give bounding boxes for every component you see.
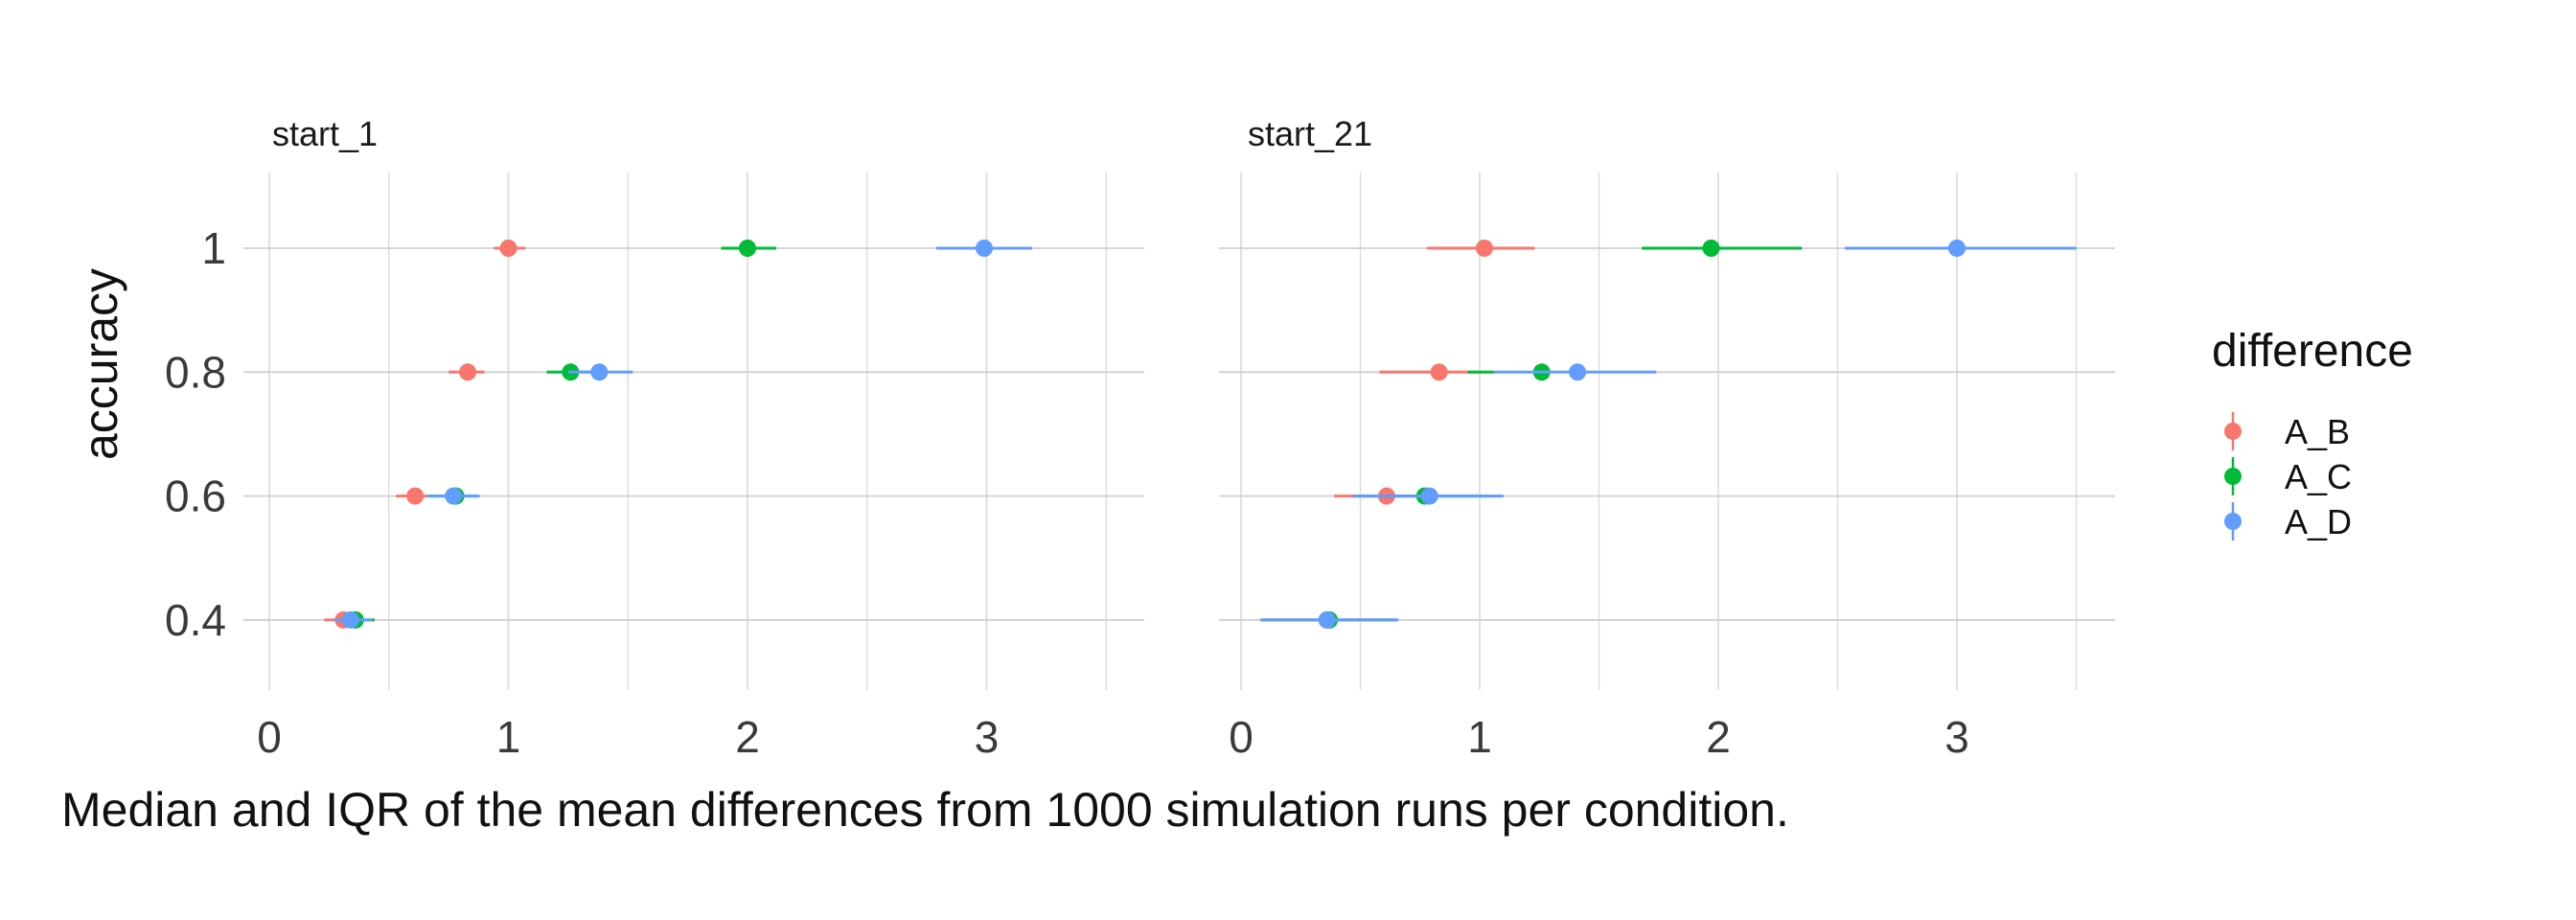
legend: difference A_B A_C A_D bbox=[2212, 326, 2413, 541]
median-point bbox=[1702, 240, 1720, 257]
median-point bbox=[1430, 363, 1448, 381]
legend-key-point bbox=[2224, 423, 2242, 440]
y-tick-label: 0.4 bbox=[165, 595, 226, 645]
series-A_C bbox=[1262, 240, 1803, 629]
y-axis-title: accuracy bbox=[74, 268, 127, 460]
facet-title: start_21 bbox=[1248, 114, 1372, 153]
median-point bbox=[1475, 240, 1493, 257]
y-tick-label: 0.6 bbox=[165, 472, 226, 521]
series-A_D bbox=[334, 240, 1032, 629]
median-point bbox=[406, 487, 425, 505]
legend-key-point bbox=[2224, 513, 2242, 530]
median-point bbox=[1420, 487, 1438, 505]
series-A_D bbox=[1259, 240, 2077, 629]
x-tick-label: 0 bbox=[1229, 712, 1254, 762]
series-A_C bbox=[338, 240, 776, 629]
x-tick-label: 2 bbox=[735, 712, 760, 762]
y-tick-label: 1 bbox=[201, 223, 226, 273]
chart-caption: Median and IQR of the mean differences f… bbox=[61, 783, 1789, 837]
legend-title: difference bbox=[2212, 326, 2413, 377]
median-point bbox=[1948, 240, 1966, 257]
median-point bbox=[1569, 363, 1587, 381]
y-tick-label: 0.8 bbox=[165, 347, 226, 397]
series-A_B bbox=[1264, 240, 1535, 629]
series-A_B bbox=[324, 240, 525, 629]
x-tick-label: 2 bbox=[1706, 712, 1731, 762]
median-point bbox=[739, 240, 756, 257]
median-point bbox=[459, 363, 477, 381]
median-point bbox=[590, 363, 609, 381]
facet-title: start_1 bbox=[272, 114, 378, 153]
legend-item-A_D: A_D bbox=[2224, 502, 2352, 541]
median-point bbox=[976, 240, 994, 257]
x-tick-label: 3 bbox=[975, 712, 1000, 762]
panel-start_21: start_21 0 1 2 3 bbox=[1219, 114, 2115, 762]
x-tick-label: 3 bbox=[1944, 712, 1969, 762]
legend-label: A_B bbox=[2285, 412, 2350, 451]
legend-key-point bbox=[2224, 468, 2242, 485]
x-tick-label: 1 bbox=[1467, 712, 1492, 762]
legend-label: A_C bbox=[2285, 457, 2352, 496]
panel-start_1: start_1 0 1 2 3 0.4 0.6 0.8 1 bbox=[165, 114, 1144, 762]
legend-item-A_C: A_C bbox=[2224, 457, 2352, 496]
legend-label: A_D bbox=[2285, 502, 2352, 541]
legend-item-A_B: A_B bbox=[2224, 412, 2350, 451]
median-point bbox=[445, 487, 463, 505]
x-tick-label: 0 bbox=[257, 712, 282, 762]
x-tick-label: 1 bbox=[496, 712, 521, 762]
median-point bbox=[341, 610, 359, 629]
median-point bbox=[499, 240, 518, 257]
median-point bbox=[1318, 610, 1336, 629]
